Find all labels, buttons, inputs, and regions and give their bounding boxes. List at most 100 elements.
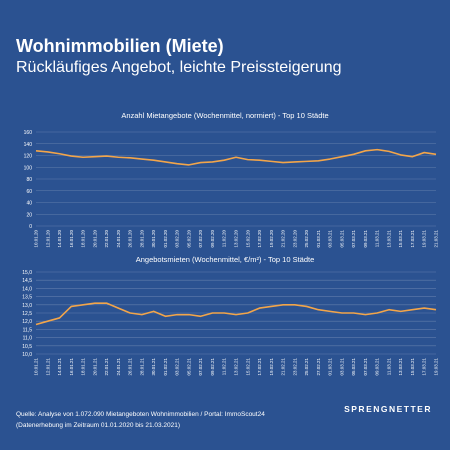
chart-title: Anzahl Mietangebote (Wochenmittel, normi… <box>121 111 328 120</box>
x-tick-label: 01.03.21 <box>316 230 321 248</box>
x-tick-label: 14.01.20 <box>57 230 62 248</box>
x-tick-label: 18.01.21 <box>81 358 86 376</box>
x-tick-label: 19.03.21 <box>434 358 439 376</box>
x-tick-label: 12.01.20 <box>45 230 50 248</box>
y-tick-label: 80 <box>26 177 32 183</box>
x-tick-label: 05.03.21 <box>351 358 356 376</box>
x-tick-label: 20.01.21 <box>92 358 97 376</box>
y-tick-label: 120 <box>24 154 33 160</box>
x-tick-label: 11.03.21 <box>386 358 391 376</box>
x-tick-label: 01.03.21 <box>328 358 333 376</box>
x-tick-label: 05.03.21 <box>339 230 344 248</box>
x-tick-label: 13.03.21 <box>386 230 391 248</box>
y-tick-label: 11,5 <box>23 327 33 333</box>
x-tick-label: 21.02.20 <box>281 230 286 248</box>
source-note: Quelle: Analyse von 1.072.090 Mietangebo… <box>16 411 265 418</box>
x-tick-label: 13.02.21 <box>234 358 239 376</box>
x-tick-label: 09.03.21 <box>375 358 380 376</box>
y-tick-label: 13,5 <box>22 295 32 301</box>
x-tick-label: 15.03.21 <box>410 358 415 376</box>
y-tick-label: 13,0 <box>22 303 32 309</box>
x-tick-label: 16.01.21 <box>69 358 74 376</box>
x-tick-label: 11.02.20 <box>222 230 227 248</box>
y-tick-label: 14,0 <box>22 286 32 292</box>
y-tick-label: 40 <box>26 201 32 207</box>
x-tick-label: 30.01.21 <box>151 358 156 376</box>
y-tick-label: 140 <box>24 142 33 148</box>
x-tick-label: 15.03.21 <box>398 230 403 248</box>
x-tick-label: 22.01.21 <box>104 358 109 376</box>
x-tick-label: 11.02.21 <box>222 358 227 376</box>
x-tick-label: 12.01.21 <box>45 358 50 376</box>
x-tick-label: 10.01.20 <box>34 230 39 248</box>
x-tick-label: 28.01.21 <box>139 358 144 376</box>
x-tick-label: 03.03.21 <box>339 358 344 376</box>
x-tick-label: 26.01.20 <box>128 230 133 248</box>
y-tick-label: 10,0 <box>22 352 32 358</box>
logo: SPRENGNETTER <box>344 404 432 414</box>
y-tick-label: 12,5 <box>22 311 32 317</box>
x-tick-label: 15.02.21 <box>245 358 250 376</box>
x-tick-label: 19.03.21 <box>422 230 427 248</box>
x-tick-label: 26.01.21 <box>128 358 133 376</box>
x-tick-label: 21.03.21 <box>434 230 439 248</box>
page-title: Wohnimmobilien (Miete) <box>16 36 224 56</box>
x-tick-label: 18.01.20 <box>81 230 86 248</box>
x-tick-label: 17.03.21 <box>422 358 427 376</box>
x-tick-label: 24.01.20 <box>116 230 121 248</box>
x-tick-label: 17.02.20 <box>257 230 262 248</box>
y-tick-label: 10,5 <box>22 344 32 350</box>
x-tick-label: 10.01.21 <box>34 358 39 376</box>
x-tick-label: 30.01.20 <box>151 230 156 248</box>
x-tick-label: 20.01.20 <box>92 230 97 248</box>
x-tick-label: 19.02.21 <box>269 358 274 376</box>
x-tick-label: 07.03.21 <box>351 230 356 248</box>
x-tick-label: 16.01.20 <box>69 230 74 248</box>
x-tick-label: 01.02.21 <box>163 358 168 376</box>
y-tick-label: 100 <box>24 165 33 171</box>
x-tick-label: 17.02.21 <box>257 358 262 376</box>
data-line <box>35 302 437 326</box>
x-tick-label: 15.02.20 <box>245 230 250 248</box>
y-tick-label: 0 <box>29 224 32 230</box>
x-tick-label: 25.02.20 <box>304 230 309 248</box>
data-line <box>35 148 437 166</box>
x-tick-label: 14.01.21 <box>57 358 62 376</box>
y-tick-label: 20 <box>26 212 32 218</box>
x-tick-label: 03.02.21 <box>175 358 180 376</box>
x-tick-label: 07.03.21 <box>363 358 368 376</box>
x-tick-label: 09.03.21 <box>363 230 368 248</box>
x-tick-label: 13.03.21 <box>398 358 403 376</box>
chart-title: Angebotsmieten (Wochenmittel, €/m²) - To… <box>136 255 315 264</box>
x-tick-label: 09.02.21 <box>210 358 215 376</box>
x-tick-label: 07.02.21 <box>198 358 203 376</box>
y-tick-label: 14,5 <box>22 278 32 284</box>
y-tick-label: 160 <box>24 130 33 136</box>
x-tick-label: 23.02.20 <box>292 230 297 248</box>
y-tick-label: 60 <box>26 189 32 195</box>
x-tick-label: 22.01.20 <box>104 230 109 248</box>
x-tick-label: 17.03.21 <box>410 230 415 248</box>
y-tick-label: 12,0 <box>22 319 32 325</box>
x-tick-label: 09.02.20 <box>210 230 215 248</box>
x-tick-label: 13.02.20 <box>234 230 239 248</box>
y-tick-label: 11,0 <box>23 336 33 342</box>
x-tick-label: 25.02.21 <box>304 358 309 376</box>
x-tick-label: 21.02.21 <box>281 358 286 376</box>
x-tick-label: 05.02.21 <box>186 358 191 376</box>
x-tick-label: 24.01.21 <box>116 358 121 376</box>
x-tick-label: 11.03.21 <box>375 230 380 248</box>
x-tick-label: 19.02.20 <box>269 230 274 248</box>
x-tick-label: 01.02.20 <box>163 230 168 248</box>
x-tick-label: 05.02.20 <box>186 230 191 248</box>
x-tick-label: 27.02.21 <box>316 358 321 376</box>
y-tick-label: 15,0 <box>22 270 32 276</box>
x-tick-label: 03.02.20 <box>175 230 180 248</box>
period-note: (Datenerhebung im Zeitraum 01.01.2020 bi… <box>16 422 180 429</box>
x-tick-label: 23.02.21 <box>292 358 297 376</box>
x-tick-label: 28.01.20 <box>139 230 144 248</box>
x-tick-label: 07.02.20 <box>198 230 203 248</box>
x-tick-label: 03.03.21 <box>328 230 333 248</box>
page-subtitle: Rückläufiges Angebot, leichte Preissteig… <box>16 59 342 76</box>
